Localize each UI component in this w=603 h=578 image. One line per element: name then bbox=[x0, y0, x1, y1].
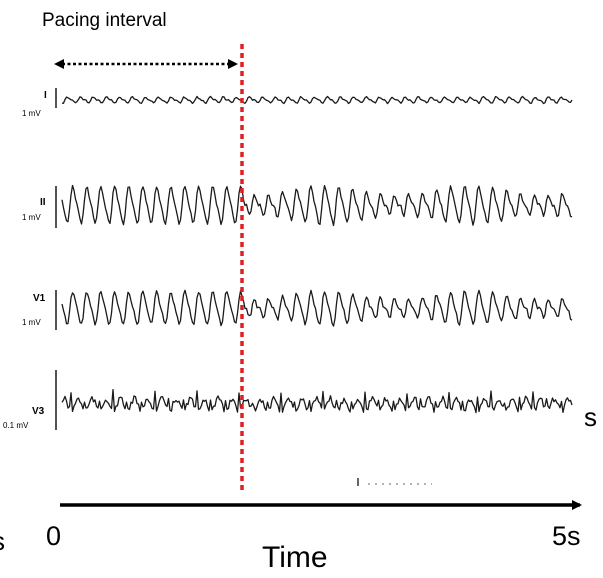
left-edge-letter: s bbox=[0, 526, 5, 556]
lead-scale-ii: 1 mV bbox=[22, 213, 41, 222]
axis-end-label: 5s bbox=[552, 521, 581, 551]
lead-label-v1: V1 bbox=[33, 293, 46, 304]
ecg-trace-ii bbox=[61, 184, 573, 227]
lead-label-i: I bbox=[44, 90, 47, 101]
axis-start-label: 0 bbox=[46, 521, 61, 551]
axis-title: Time bbox=[262, 541, 328, 574]
lead-label-v3: V3 bbox=[32, 406, 45, 417]
lead-label-ii: II bbox=[40, 197, 46, 208]
ecg-trace-v3 bbox=[61, 388, 573, 414]
ecg-traces bbox=[55, 88, 573, 430]
pacing-interval-label: Pacing interval bbox=[42, 10, 167, 31]
lead-scale-v3: 0.1 mV bbox=[3, 421, 29, 430]
lead-scale-v1: 1 mV bbox=[22, 318, 41, 327]
lead-scale-i: 1 mV bbox=[22, 109, 41, 118]
right-edge-letter: s bbox=[584, 402, 597, 432]
ecg-trace-i bbox=[61, 95, 573, 105]
ecg-trace-v1 bbox=[61, 289, 573, 327]
